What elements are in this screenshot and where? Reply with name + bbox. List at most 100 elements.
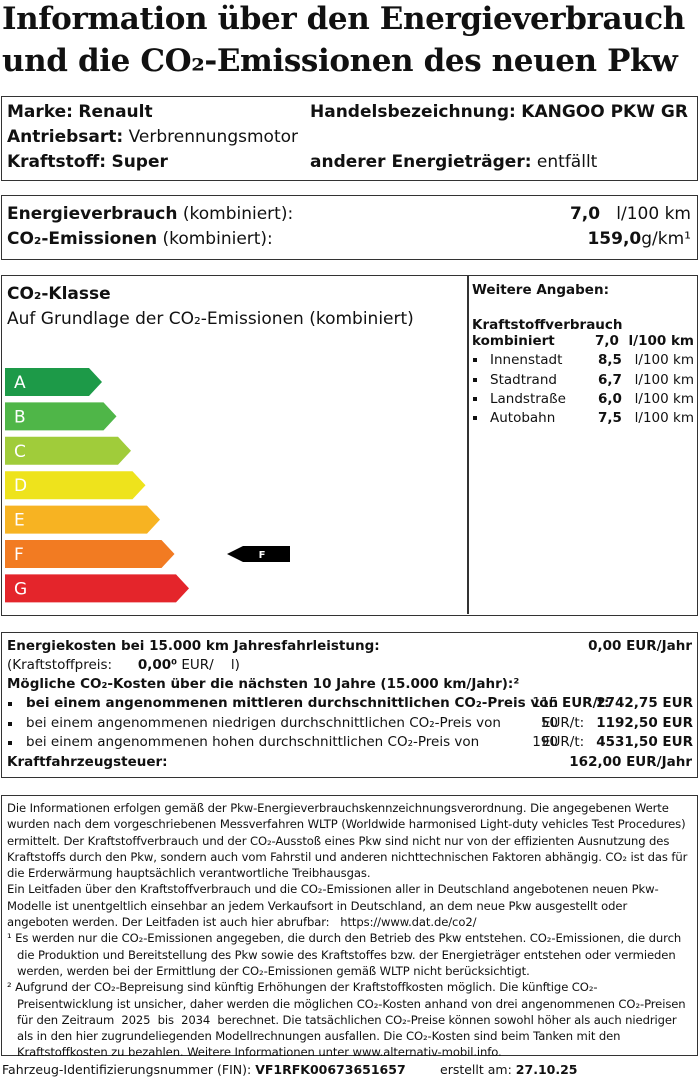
- tax-label: Kraftfahrzeugsteuer:: [7, 754, 168, 770]
- created: 27.10.25: [515, 1062, 578, 1077]
- energy-costs-label: Energiekosten bei 15.000 km Jahresfahrle…: [7, 638, 380, 654]
- note: ² Aufgrund der CO₂-Bepreisung sind künft…: [7, 979, 692, 1060]
- trade-name-label: Handelsbezeichnung:: [310, 102, 516, 122]
- note-text: Die Informationen erfolgen gemäß der Pkw…: [7, 801, 691, 881]
- energy-qualifier: (kombiniert):: [182, 204, 294, 224]
- scenario-price-unit: EUR/t:: [562, 695, 610, 711]
- co2-qualifier: (kombiniert):: [162, 229, 273, 249]
- fuel-price-unit: l): [230, 657, 240, 673]
- tax-value: 162,00 EUR/Jahr: [569, 754, 692, 770]
- note-mark: ²: [7, 980, 12, 995]
- energy-unit: l/100 km: [616, 204, 691, 224]
- class-box: CO₂-Klasse Auf Grundlage der CO₂-Emissio…: [1, 275, 698, 616]
- further-row: Landstraße 6,0 l/100 km: [472, 391, 694, 410]
- bullet: [473, 416, 477, 421]
- scenario-price-unit: EUR/t:: [542, 714, 585, 731]
- costs-box: Energiekosten bei 15.000 km Jahresfahrle…: [1, 632, 698, 778]
- other-energy: entfällt: [536, 152, 598, 172]
- row-unit: l/100 km: [634, 410, 694, 427]
- vehicle-box: Marke: Renault Handelsbezeichnung: KANGO…: [1, 96, 698, 181]
- drive: Verbrennungsmotor: [128, 127, 298, 147]
- bullet: [8, 721, 12, 726]
- scenario-price: 115: [532, 695, 558, 711]
- scenario-text: bei einem angenommenen mittleren durchsc…: [26, 695, 559, 711]
- note-mark: ¹: [7, 931, 12, 946]
- further-row: Autobahn 7,5 l/100 km: [472, 410, 694, 429]
- class-letter: F: [14, 545, 24, 565]
- combined-label: kombiniert: [472, 333, 555, 349]
- class-title: CO₂-Klasse: [7, 284, 111, 304]
- class-letter: A: [14, 373, 26, 393]
- scenario-price-unit: EUR/t:: [542, 734, 585, 750]
- further-row: kombiniert 7,0 l/100 km: [472, 333, 694, 352]
- note: Ein Leitfaden über den Kraftstoffverbrau…: [7, 881, 692, 930]
- combined-unit: l/100 km: [628, 333, 694, 349]
- further-row: Innenstadt 8,5 l/100 km: [472, 352, 694, 371]
- class-arrow: [5, 540, 175, 568]
- note-text: Ein Leitfaden über den Kraftstoffverbrau…: [7, 882, 659, 930]
- created-label: erstellt am:: [440, 1062, 512, 1077]
- fuel-price-currency: EUR/: [181, 657, 214, 673]
- class-indicator: [227, 546, 290, 562]
- class-letter: D: [14, 476, 27, 496]
- row-unit: l/100 km: [634, 352, 694, 369]
- class-letter: E: [14, 511, 25, 531]
- class-letter: G: [14, 579, 27, 599]
- class-indicator-label: F: [259, 550, 266, 561]
- co2-value: 159,0: [587, 229, 642, 249]
- co2-label: CO₂-Emissionen: [7, 229, 158, 249]
- further-row: Stadtrand 6,7 l/100 km: [472, 372, 694, 391]
- co2-costs-label: Mögliche CO₂-Kosten über die nächsten 10…: [7, 676, 520, 692]
- fuel-price: 0,00⁰: [137, 657, 178, 673]
- class-arrow: [5, 471, 146, 500]
- row-label: Stadtrand: [490, 371, 557, 388]
- further-rows: kombiniert 7,0 l/100 km Innenstadt 8,5 l/100 …: [472, 333, 694, 433]
- row-label: Landstraße: [490, 390, 566, 407]
- energy-value: 7,0: [569, 204, 601, 224]
- class-arrow: [5, 436, 131, 465]
- row-value: 8,5: [598, 352, 622, 369]
- scenario: bei einem angenommenen hohen durchschnit…: [7, 734, 693, 753]
- make-label: Marke:: [7, 102, 73, 122]
- row-label: Innenstadt: [490, 352, 563, 369]
- class-subtitle: Auf Grundlage der CO₂-Emissionen (kombin…: [7, 309, 414, 329]
- scenario-price: 190: [532, 734, 558, 750]
- notes-box: Die Informationen erfolgen gemäß der Pkw…: [1, 795, 698, 1059]
- note-text: Aufgrund der CO₂-Bepreisung sind künftig…: [15, 980, 690, 1060]
- scenario-value: 2742,75 EUR: [596, 695, 693, 711]
- row-value: 7,5: [598, 410, 622, 427]
- scenario: bei einem angenommenen mittleren durchsc…: [7, 695, 693, 714]
- class-arrow: [5, 368, 102, 396]
- further-info: Weitere Angaben: Kraftstoffverbrauch kom…: [472, 282, 694, 433]
- class-arrow: [5, 505, 160, 534]
- scenario-text: bei einem angenommenen hohen durchschnit…: [26, 734, 480, 750]
- class-arrow: [5, 402, 117, 431]
- bullet: [8, 702, 12, 706]
- row-unit: l/100 km: [634, 390, 694, 407]
- fuel-title: Kraftstoffverbrauch: [472, 317, 623, 333]
- note: ¹ Es werden nur die CO₂-Emissionen angeg…: [7, 930, 692, 979]
- fin: VF1RFK00673651657: [255, 1062, 406, 1077]
- bullet: [473, 377, 477, 382]
- combined-value: 7,0: [595, 333, 619, 349]
- fuel: Super: [111, 152, 168, 172]
- fin-label: Fahrzeug-Identifizierungsnummer (FIN):: [2, 1062, 252, 1077]
- divider: [467, 276, 469, 614]
- trade-name: KANGOO PKW GR: [521, 102, 688, 122]
- consumption-box: Energieverbrauch (kombiniert): 7,0 l/100…: [1, 195, 698, 260]
- row-value: 6,0: [598, 390, 622, 407]
- bullet: [473, 396, 477, 401]
- scenario-value: 4531,50 EUR: [596, 734, 693, 750]
- note: Die Informationen erfolgen gemäß der Pkw…: [7, 800, 692, 881]
- row-unit: l/100 km: [634, 371, 694, 388]
- row-label: Autobahn: [490, 410, 556, 427]
- title: Information über den Energieverbrauch un…: [2, 1, 685, 79]
- bullet: [473, 358, 477, 363]
- scenario-price: 50: [540, 714, 558, 731]
- fuel-price-label: (Kraftstoffpreis:: [7, 657, 113, 673]
- class-letter: C: [14, 442, 26, 462]
- other-energy-label: anderer Energieträger:: [310, 152, 532, 172]
